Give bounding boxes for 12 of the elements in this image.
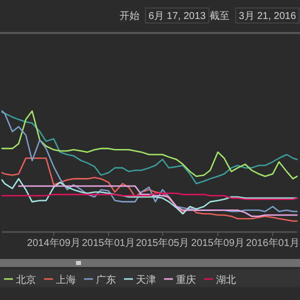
header: 开始 6月 17, 2013 截至 3月 21, 2016: [119, 8, 300, 24]
x-tick-label: 2015年01月: [82, 237, 136, 249]
x-tick-label: 2014年09月: [27, 237, 80, 249]
legend-label: 上海: [56, 274, 76, 286]
x-tick-label: 2016年01月: [246, 237, 300, 249]
x-tick-label: 2015年05月: [136, 237, 190, 249]
legend-label: 广东: [96, 274, 116, 286]
legend-label: 天津: [136, 274, 156, 286]
x-tick-label: 2015年09月: [191, 237, 245, 249]
legend-label: 重庆: [176, 274, 196, 286]
legend-label: 湖北: [216, 274, 236, 286]
legend-label: 北京: [16, 274, 36, 286]
